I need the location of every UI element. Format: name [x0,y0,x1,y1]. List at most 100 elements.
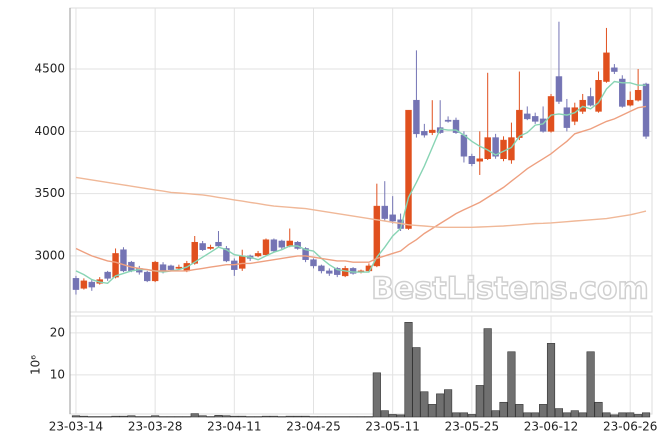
candle-body [286,240,293,247]
x-tick-label: 23-03-14 [49,420,103,434]
volume-bar [459,412,468,418]
volume-bar [119,415,128,418]
candle-body [484,137,491,160]
candle-body [88,281,96,288]
volume-bar [602,412,611,418]
volume-bar [641,412,651,418]
volume-bar [372,372,381,418]
volume-bar [396,414,405,418]
candle-body [159,264,167,272]
volume-bar [111,415,120,418]
candle-body [223,248,230,262]
y-tick-label: 4000 [34,124,65,138]
volume-bar [246,416,255,418]
candle-body [571,107,579,122]
x-tick-label: 23-05-25 [445,420,499,434]
candle-body [318,265,325,272]
volume-bar [214,415,223,418]
y-tick-label: 3000 [34,248,65,262]
candle-body [421,131,428,136]
candle-body [563,107,571,128]
candle-body [539,118,547,132]
candle-body [167,265,175,270]
candle-body [302,248,309,260]
x-tick-label: 23-06-26 [603,420,657,434]
volume-bar [309,416,318,418]
candle-body [444,119,452,122]
volume-bar [301,415,310,418]
volume-bar [420,391,429,418]
volume-bar [483,328,492,418]
volume-bar [539,404,548,418]
candle-body [80,280,88,289]
volume-bar [277,416,286,418]
volume-bar [380,410,389,418]
candle-body [191,241,198,264]
volume-bar [261,415,271,418]
y-tick-label: 4500 [34,62,65,76]
volume-bar [341,416,350,418]
volume-bar [562,412,571,418]
volume-bar [143,416,152,418]
volume-bar [546,343,556,418]
volume-bar [364,416,373,418]
volume-bar [79,415,88,418]
moving-average [75,105,647,272]
volume-bar [626,412,635,418]
x-tick-label: 23-03-28 [128,420,182,434]
candle-body [547,96,555,132]
volume-bar [293,415,302,418]
candle-body [341,268,349,277]
candle-body [492,137,499,157]
y-axis-label: 10⁶ [29,355,43,375]
candle-body [199,243,206,250]
volume-bar [586,351,595,418]
volume-bar [444,389,453,418]
candle-body [72,278,80,290]
volume-bar [499,401,508,418]
volume-bar [594,401,603,418]
volume-bar [254,416,263,418]
candle-body [595,80,602,112]
candle-body [405,109,412,229]
volume-bar [610,414,619,418]
volume-bar [95,416,104,418]
candle-body [262,239,270,255]
y-tick-label: 3500 [34,186,65,200]
candle-body [112,253,119,278]
candle-body [278,240,286,248]
volume-bar [127,415,136,418]
volume-bar [317,416,326,418]
volume-bar [404,322,413,418]
candle-body [334,268,341,275]
volume-bar [158,416,168,418]
candle-body [104,271,111,279]
volume-bar [166,416,176,418]
candle-body [468,156,476,164]
volume-bar [523,412,532,418]
volume-bar [349,416,358,418]
candle-body [326,270,333,274]
volume-bar [428,404,437,418]
candle-body [642,83,650,137]
volume-bar [507,351,516,418]
x-tick-label: 23-04-25 [286,420,340,434]
candle-body [516,109,523,138]
candle-body [452,119,460,133]
candle-body [373,205,381,267]
volume-bar [475,385,484,418]
candle-body [144,271,151,282]
candle-body [429,129,436,133]
volume-bar [285,415,294,418]
volume-bar [467,414,476,418]
volume-bar [451,412,461,418]
candle-body [531,116,539,122]
x-tick-label: 23-06-12 [524,420,578,434]
volume-bar [333,416,342,418]
volume-bar [531,412,540,418]
volume-bar [578,412,587,418]
candle-body [524,113,531,120]
volume-bar [554,408,564,418]
candle-body [555,76,563,102]
